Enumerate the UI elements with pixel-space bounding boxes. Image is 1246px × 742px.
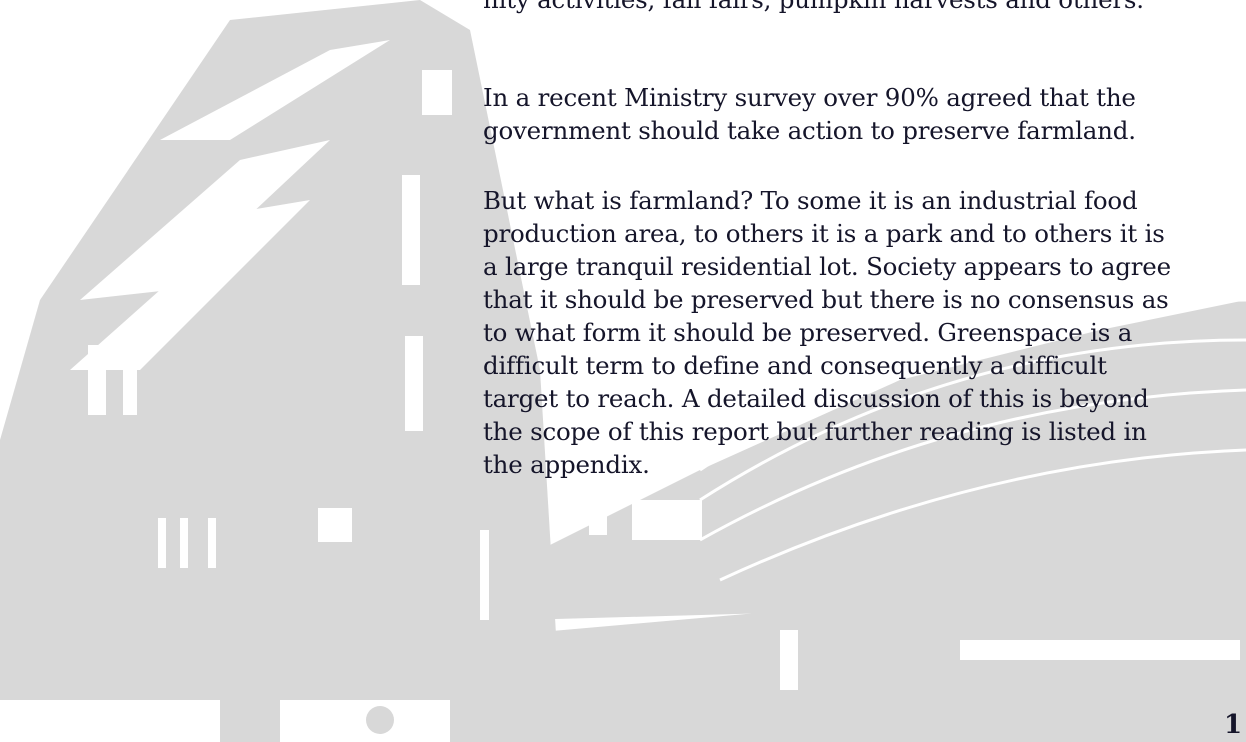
text-line: difficult term to define and consequentl…	[483, 351, 1107, 380]
text-line: to what form it should be preserved. Gre…	[483, 318, 1133, 347]
text-line: the scope of this report but further rea…	[483, 417, 1147, 446]
text-line: government should take action to preserv…	[483, 116, 1136, 145]
text-line: a large tranquil residential lot. Societ…	[483, 252, 1171, 281]
text-line: In a recent Ministry survey over 90% agr…	[483, 83, 1136, 112]
text-line: that it should be preserved but there is…	[483, 285, 1169, 314]
text-line: nity activities, fall fairs, pumpkin har…	[483, 0, 1144, 13]
text-line: But what is farmland? To some it is an i…	[483, 186, 1138, 215]
text-line: production area, to others it is a park …	[483, 219, 1165, 248]
page-number: 1	[1224, 710, 1243, 740]
field-rows	[699, 298, 1246, 582]
text-line: target to reach. A detailed discussion o…	[483, 384, 1149, 413]
barn-details	[70, 40, 1240, 690]
text-line: the appendix.	[483, 450, 650, 479]
